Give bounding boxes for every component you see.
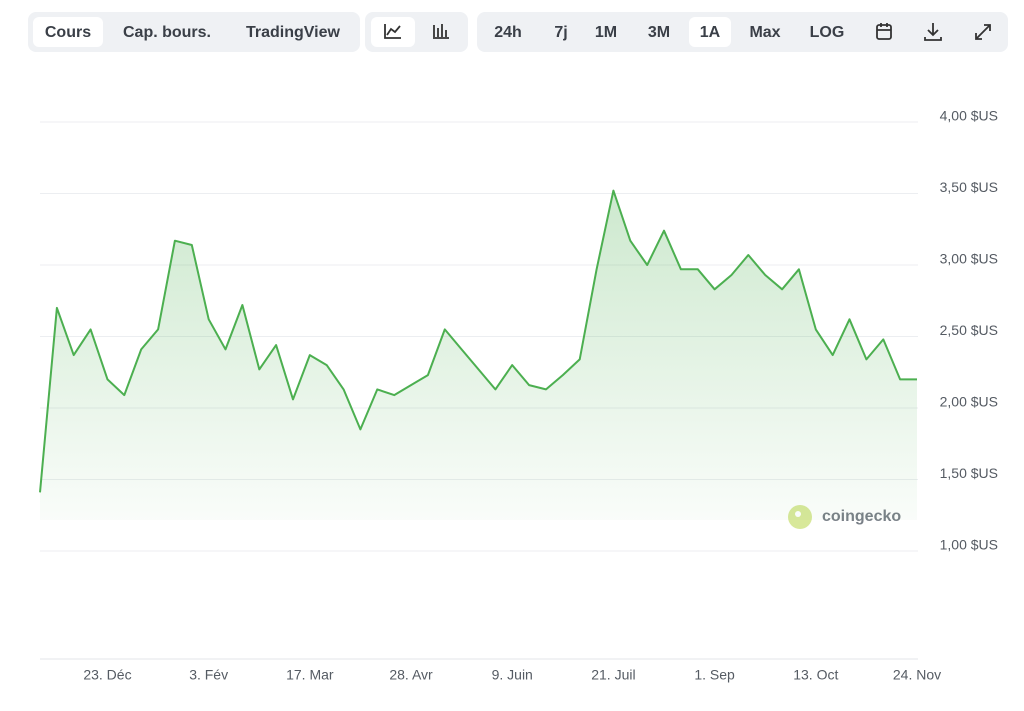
x-tick-label: 23. Déc [83,667,131,683]
range-tab[interactable]: 1A [700,24,721,41]
x-tick-label: 13. Oct [793,667,838,683]
range-tab[interactable]: LOG [810,24,845,41]
range-tab[interactable]: 24h [494,24,522,41]
x-tick-label: 17. Mar [286,667,334,683]
x-tick-label: 28. Avr [389,667,433,683]
y-tick-label: 1,00 $US [940,537,998,553]
view-tab-group [28,12,360,52]
tab-selected-bg [33,17,103,47]
view-tab[interactable]: TradingView [246,24,341,41]
range-tab[interactable]: 3M [648,24,670,41]
price-area [40,190,917,520]
y-tick-label: 2,00 $US [940,394,998,410]
range-tab[interactable]: Max [749,24,780,41]
line-chart-button[interactable] [371,17,415,47]
calendar-icon[interactable] [876,23,892,40]
range-tab-group [477,12,1008,52]
tab-selected-bg [689,17,731,47]
y-tick-label: 4,00 $US [940,108,998,124]
candle-icon[interactable] [433,24,449,39]
x-tick-label: 21. Juil [591,667,635,683]
y-tick-label: 2,50 $US [940,322,998,338]
y-tick-label: 3,50 $US [940,179,998,195]
line-icon [384,24,401,39]
x-tick-label: 1. Sep [694,667,735,683]
range-tab[interactable]: 7j [554,24,567,41]
x-tick-label: 3. Fév [189,667,228,683]
x-tick-label: 24. Nov [893,667,941,683]
view-tab[interactable]: Cap. bours. [123,24,211,41]
view-tab[interactable]: Cours [45,24,91,41]
x-tick-label: 9. Juin [492,667,533,683]
fullscreen-icon[interactable] [975,24,991,40]
download-icon[interactable] [924,23,942,41]
y-tick-label: 3,00 $US [940,251,998,267]
y-tick-label: 1,50 $US [940,465,998,481]
price-line [39,189,917,493]
range-tab[interactable]: 1M [595,24,617,41]
